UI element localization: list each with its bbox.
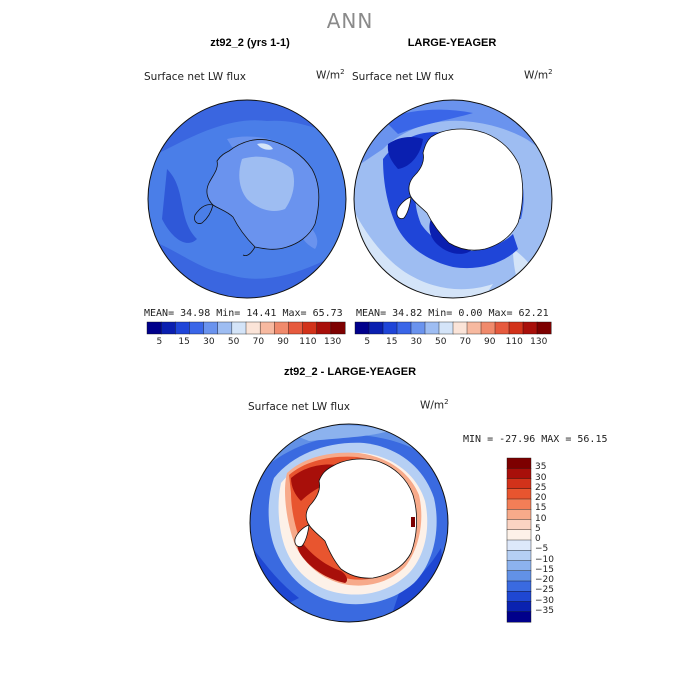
colorbar-swatch [217,321,233,335]
colorbar-tick-label: −35 [535,605,554,616]
colorbar-swatch [506,519,532,531]
colorbar-left [146,321,346,335]
colorbar-tick-label: 15 [386,337,398,347]
colorbar-tick-label: 30 [535,472,547,483]
colorbar-swatch [288,321,304,335]
colorbar-swatch [302,321,318,335]
stats-diff: MIN = -27.96 MAX = 56.15 [463,434,608,445]
colorbar-swatch [480,321,496,335]
colorbar-diff [506,457,532,623]
colorbar-tick-label: 90 [277,337,289,347]
colorbar-swatch [506,498,532,510]
colorbar-tick-label: −10 [535,554,554,565]
colorbar-tick-label: 15 [535,503,547,514]
colorbar-tick-label: 5 [156,337,163,347]
colorbar-swatch [506,580,532,592]
colorbar-swatch [452,321,468,335]
colorbar-swatch [274,321,289,335]
units-diff: W/m2 [420,398,449,412]
colorbar-right [354,321,552,335]
colorbar-tick-label: 50 [227,337,240,347]
colorbar-swatch [506,529,532,541]
colorbar-diff-ticks: 35 30 25 20 15 10 5 0 −5 −10 −15 −20 −25 −30 −35 [535,458,575,622]
colorbar-tick-label: 10 [535,513,547,524]
polar-map-diff [249,423,449,623]
colorbar-swatch [506,509,532,521]
colorbar-swatch [536,321,552,335]
colorbar-tick-label: 35 [535,462,547,473]
colorbar-swatch [506,601,532,613]
panel-title-diff: zt92_2 - LARGE-YEAGER [283,366,417,378]
colorbar-swatch [424,321,440,335]
colorbar-swatch [506,591,532,603]
colorbar-swatch [494,321,510,335]
colorbar-tick-label: −5 [535,544,549,555]
colorbar-swatch [410,321,426,335]
colorbar-swatch [189,321,205,335]
colorbar-swatch [506,457,532,469]
field-label-diff: Surface net LW flux [248,401,350,413]
colorbar-tick-label: 70 [459,337,471,347]
colorbar-swatch [354,321,370,335]
colorbar-tick-label: 110 [299,337,317,347]
colorbar-swatch [506,611,532,623]
colorbar-swatch [231,321,247,335]
stats-right: MEAN= 34.82 Min= 0.00 Max= 62.21 [356,308,549,319]
panel-title-left: zt92_2 (yrs 1-1) [210,37,290,49]
colorbar-swatch [316,321,332,335]
colorbar-tick-label: 50 [435,337,447,347]
colorbar-swatch [175,321,190,335]
colorbar-tick-label: 5 [535,523,541,534]
field-label-left: Surface net LW flux [144,71,246,83]
colorbar-tick-label: 5 [364,337,371,347]
colorbar-swatch [396,321,412,335]
colorbar-left-ticks: 5 15 30 50 70 90 110 130 [147,337,345,347]
polar-map-right [353,99,553,299]
panel-title-right: LARGE-YEAGER [407,37,497,49]
colorbar-tick-label: 130 [530,337,548,347]
units-left: W/m2 [316,68,345,82]
colorbar-swatch [506,570,532,582]
colorbar-swatch [146,321,162,335]
colorbar-swatch [259,321,275,335]
units-right: W/m2 [524,68,553,82]
colorbar-swatch [506,478,532,490]
colorbar-swatch [368,321,384,335]
colorbar-right-ticks: 5 15 30 50 70 90 110 130 [355,337,551,347]
field-label-right: Surface net LW flux [352,71,454,83]
colorbar-swatch [508,321,524,335]
colorbar-swatch [203,321,219,335]
colorbar-tick-label: 30 [203,337,215,347]
colorbar-swatch [245,321,261,335]
colorbar-swatch [506,560,532,572]
colorbar-tick-label: 130 [324,337,342,347]
colorbar-tick-label: −25 [535,585,554,596]
colorbar-tick-label: 110 [505,337,523,347]
colorbar-swatch [438,321,454,335]
colorbar-tick-label: 15 [178,337,190,347]
polar-map-left [147,99,347,299]
colorbar-swatch [466,321,482,335]
colorbar-tick-label: 0 [535,534,541,544]
colorbar-tick-label: −20 [535,575,554,585]
colorbar-swatch [330,321,346,335]
colorbar-tick-label: 30 [410,337,422,347]
colorbar-tick-label: 25 [535,482,547,493]
stats-left: MEAN= 34.98 Min= 14.41 Max= 65.73 [144,308,343,319]
colorbar-tick-label: 20 [535,493,547,503]
colorbar-tick-label: −15 [535,564,554,575]
colorbar-tick-label: 70 [252,337,265,347]
colorbar-tick-label: −30 [535,595,554,606]
colorbar-swatch [522,321,538,335]
colorbar-tick-label: 90 [484,337,496,347]
colorbar-swatch [506,468,532,480]
colorbar-swatch [506,539,532,551]
colorbar-swatch [160,321,176,335]
colorbar-swatch [506,488,532,500]
figure-title: ANN [326,9,374,33]
colorbar-swatch [506,550,532,562]
colorbar-swatch [382,321,398,335]
